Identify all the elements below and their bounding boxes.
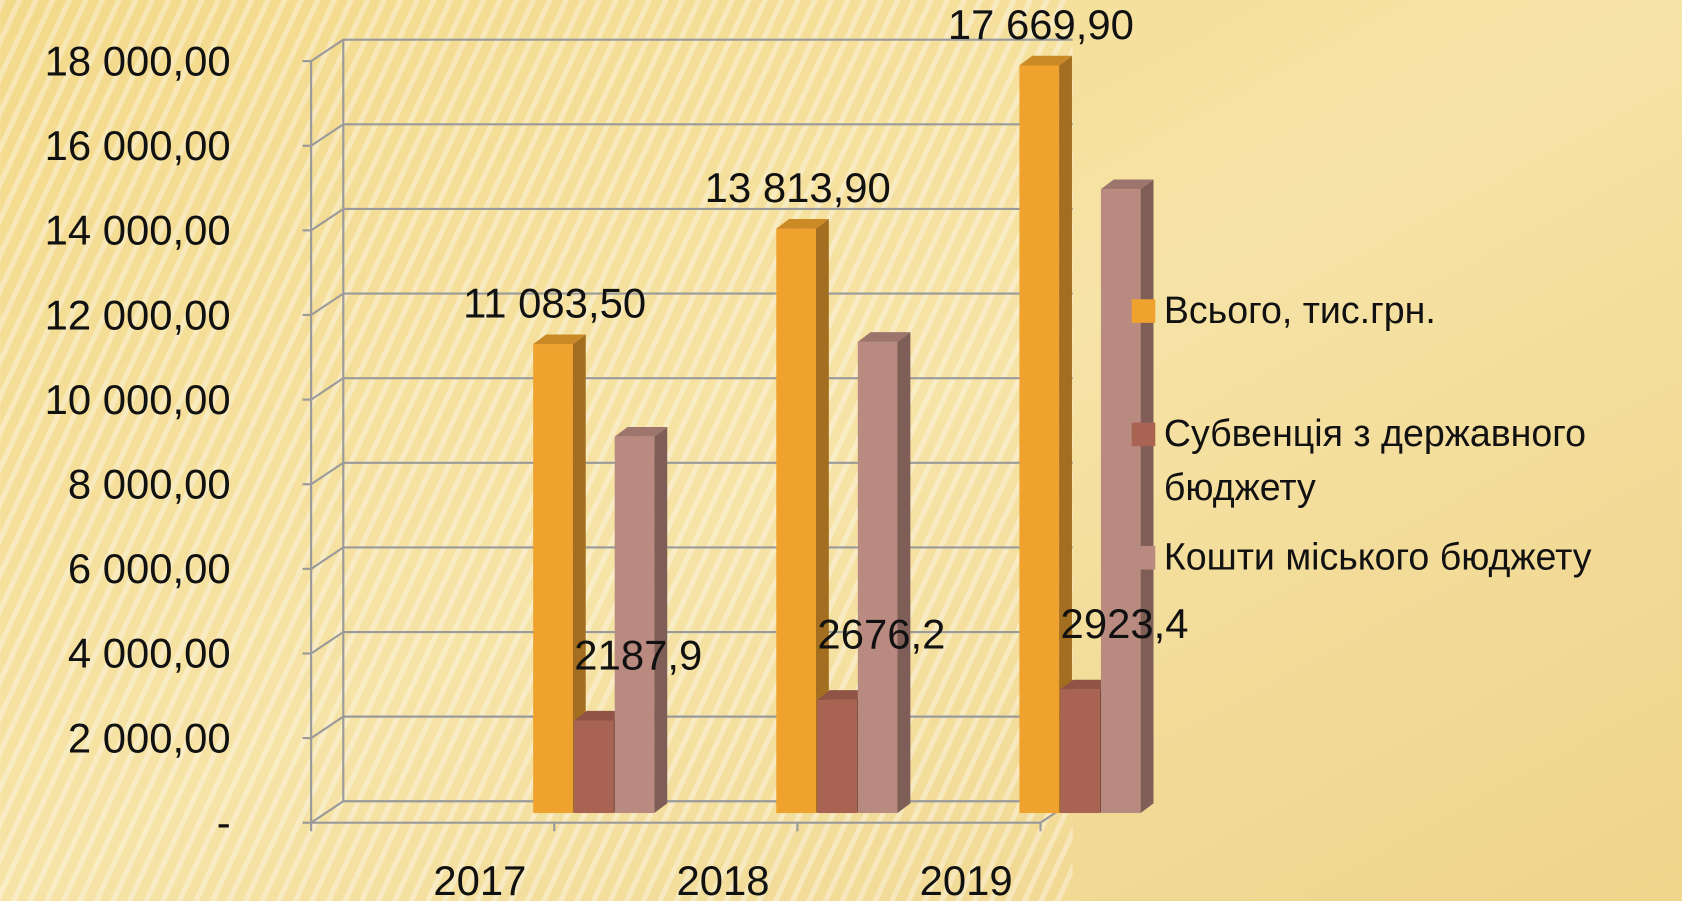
grid-line bbox=[310, 377, 1073, 401]
y-tick-label: 10 000,00 bbox=[45, 376, 231, 423]
data-label: 2187,9 bbox=[574, 631, 702, 678]
bar-top bbox=[533, 334, 586, 345]
legend-swatch bbox=[1131, 299, 1156, 323]
bar bbox=[614, 427, 668, 814]
bar bbox=[857, 332, 911, 814]
legend-label: Субвенція з державного бюджету bbox=[1163, 412, 1587, 509]
bar-top bbox=[776, 218, 829, 229]
bar-front bbox=[857, 341, 898, 814]
bar-top bbox=[857, 332, 911, 342]
grid-line bbox=[310, 123, 1073, 147]
data-label: 13 813,90 bbox=[705, 164, 891, 211]
x-tick-label: 2017 bbox=[433, 857, 526, 901]
y-tick-label: 4 000,00 bbox=[68, 630, 231, 677]
grid-line bbox=[310, 630, 1073, 655]
bar-front bbox=[614, 436, 655, 814]
y-tick-label: 2 000,00 bbox=[68, 714, 231, 761]
bar bbox=[1100, 179, 1154, 814]
bar-front bbox=[533, 344, 573, 814]
bar-side bbox=[815, 218, 829, 814]
legend-swatch bbox=[1131, 422, 1156, 447]
legend-item: Кошти міського бюджету bbox=[1163, 536, 1592, 579]
legend-item: Субвенція з державного бюджету bbox=[1163, 412, 1587, 509]
grid-line bbox=[310, 38, 1073, 63]
data-label: 11 083,50 bbox=[463, 280, 646, 327]
bar-side bbox=[1059, 55, 1072, 814]
y-tick-label: 18 000,00 bbox=[45, 37, 231, 84]
legend-label: Кошти міського бюджету bbox=[1163, 536, 1592, 579]
bar-side bbox=[572, 334, 586, 814]
grid-line bbox=[310, 461, 1073, 486]
legend-item: Всього, тис.грн. bbox=[1163, 289, 1436, 332]
bar-top bbox=[573, 710, 627, 721]
bar-front bbox=[573, 720, 614, 814]
legend-swatch bbox=[1131, 545, 1156, 570]
x-tick-label: 2018 bbox=[676, 857, 769, 901]
x-tick-label: 2019 bbox=[920, 857, 1013, 901]
bar-side bbox=[897, 332, 911, 814]
y-tick-label: 8 000,00 bbox=[68, 460, 231, 507]
grid-line bbox=[310, 207, 1073, 232]
bar-side bbox=[1140, 179, 1154, 814]
bar-front bbox=[1100, 189, 1141, 814]
bar-top bbox=[817, 690, 870, 700]
data-label: 2923,4 bbox=[1061, 600, 1189, 647]
bar-front bbox=[776, 228, 816, 814]
bar bbox=[776, 218, 829, 814]
grid-line bbox=[310, 546, 1073, 570]
bar-top bbox=[614, 427, 668, 437]
bar-side bbox=[654, 427, 668, 814]
bar-top bbox=[1100, 179, 1154, 190]
y-tick-label: 12 000,00 bbox=[45, 291, 231, 338]
legend-label: Всього, тис.грн. bbox=[1163, 289, 1436, 332]
grid-line bbox=[310, 292, 1073, 316]
y-tick-label: 6 000,00 bbox=[68, 545, 231, 592]
bar bbox=[1019, 55, 1072, 814]
bar-front bbox=[1019, 65, 1060, 814]
data-label: 17 669,90 bbox=[948, 1, 1134, 48]
bar-front bbox=[1060, 689, 1100, 814]
y-tick-label: 16 000,00 bbox=[45, 122, 231, 169]
y-tick-label: - bbox=[217, 799, 231, 846]
bar-top bbox=[1060, 679, 1113, 690]
bar-top bbox=[1019, 55, 1072, 66]
y-tick-label: 14 000,00 bbox=[45, 207, 231, 254]
bar-front bbox=[817, 699, 857, 814]
data-label: 2676,2 bbox=[817, 611, 945, 658]
bar bbox=[533, 334, 586, 814]
